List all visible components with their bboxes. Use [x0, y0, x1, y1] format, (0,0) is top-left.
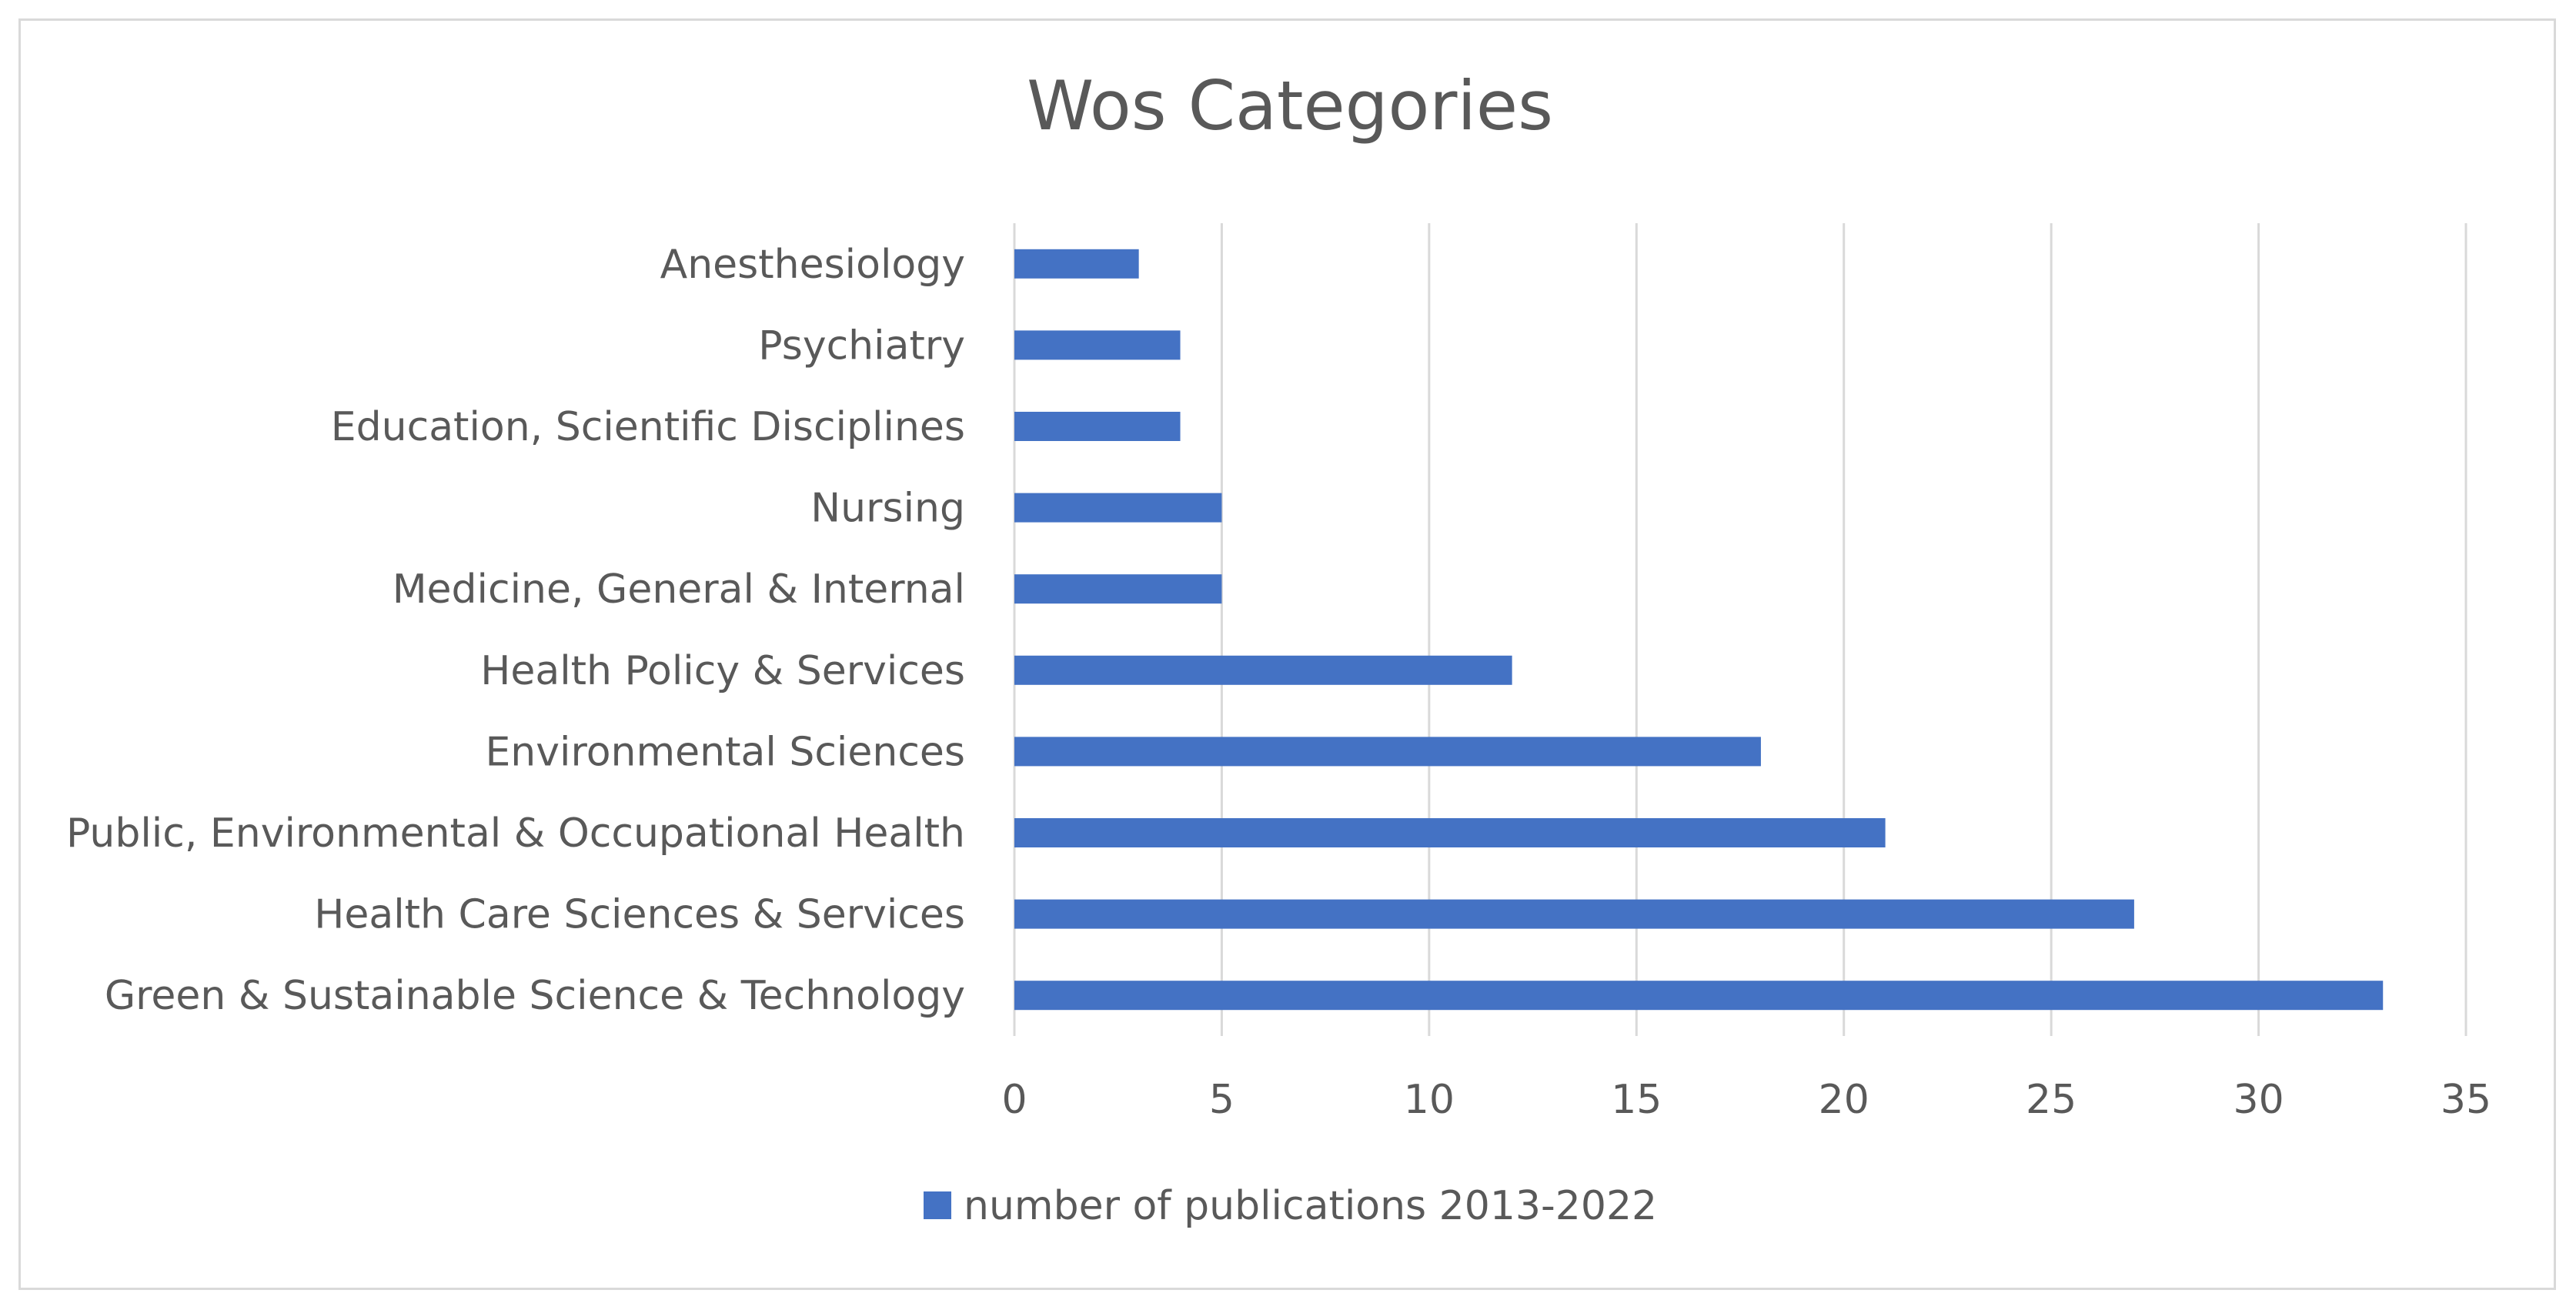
category-label: Nursing	[810, 486, 965, 532]
bar	[1014, 330, 1181, 360]
bar	[1014, 249, 1139, 279]
x-tick-label: 25	[2026, 1077, 2077, 1123]
chart-frame	[18, 18, 2556, 1290]
bar	[1014, 574, 1222, 604]
category-label: Psychiatry	[758, 322, 965, 369]
legend: number of publications 2013-2022	[924, 1183, 1657, 1229]
category-label: Health Policy & Services	[480, 648, 965, 694]
bars	[1014, 249, 2384, 1011]
x-tick-label: 10	[1404, 1077, 1455, 1123]
chart-title: Wos Categories	[1027, 66, 1553, 145]
category-label: Environmental Sciences	[485, 729, 965, 775]
bar	[1014, 737, 1761, 767]
x-tick-label: 20	[1819, 1077, 1869, 1123]
bar	[1014, 899, 2134, 929]
bar	[1014, 981, 2384, 1011]
category-label: Health Care Sciences & Services	[314, 892, 965, 938]
x-tick-label: 15	[1611, 1077, 1662, 1123]
x-axis-tick-labels: 0 5 10 15 20 25 30 35	[1001, 1077, 2491, 1123]
legend-swatch	[924, 1191, 951, 1219]
bar	[1014, 412, 1181, 441]
category-label: Green & Sustainable Science & Technology	[105, 973, 965, 1019]
category-label: Education, Scientific Disciplines	[331, 404, 965, 450]
bar	[1014, 655, 1512, 685]
x-tick-label: 0	[1001, 1077, 1027, 1123]
x-tick-label: 30	[2233, 1077, 2284, 1123]
category-label: Medicine, General & Internal	[393, 566, 965, 613]
legend-label: number of publications 2013-2022	[964, 1183, 1657, 1229]
category-labels: Green & Sustainable Science & Technology…	[66, 242, 965, 1019]
bar	[1014, 493, 1222, 523]
bar	[1014, 818, 1886, 847]
category-label: Anesthesiology	[660, 242, 965, 288]
x-tick-label: 35	[2441, 1077, 2491, 1123]
x-tick-label: 5	[1209, 1077, 1235, 1123]
category-label: Public, Environmental & Occupational Hea…	[66, 810, 965, 857]
